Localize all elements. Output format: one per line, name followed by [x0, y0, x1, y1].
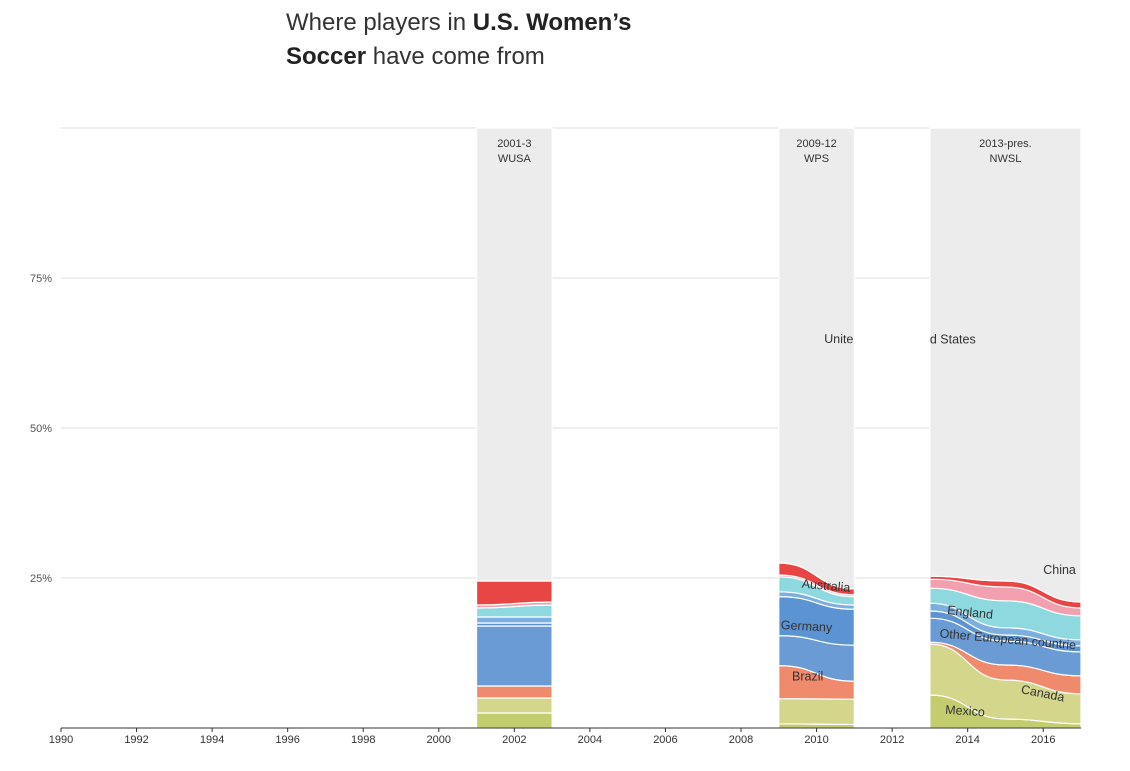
era-band: [778, 127, 855, 729]
era-years-label: 2001-3: [497, 138, 531, 150]
y-tick-label: 75%: [30, 273, 52, 285]
x-tick-label: 1998: [351, 734, 375, 746]
x-tick-label: 1996: [275, 734, 299, 746]
x-tick-label: 1992: [124, 734, 148, 746]
era-league-label: NWSL: [990, 153, 1022, 165]
title-bold2: Soccer: [286, 43, 367, 70]
era-years-label: 2009-12: [796, 138, 836, 150]
era-years-label: 2013-pres.: [979, 138, 1032, 150]
x-tick-label: 2012: [880, 734, 904, 746]
x-tick-label: 2014: [955, 734, 979, 746]
x-tick-label: 2010: [804, 734, 828, 746]
series-label: Brazil: [792, 670, 823, 684]
stream-canada: [778, 698, 855, 725]
x-tick-label: 2006: [653, 734, 677, 746]
title-bold1: U.S. Women’s: [472, 9, 632, 36]
stream-canada: [475, 697, 553, 714]
y-tick-label: 50%: [30, 423, 52, 435]
stream-united-states: [929, 127, 1082, 603]
series-label: China: [1043, 563, 1076, 577]
series-label: England: [947, 603, 994, 622]
x-tick-label: 2016: [1031, 734, 1055, 746]
era-band: [929, 127, 1082, 729]
series-label: d States: [930, 332, 976, 346]
stream-other-european-countries: [475, 625, 553, 687]
x-tick-label: 2004: [578, 734, 602, 746]
era-band: [475, 127, 553, 729]
x-tick-label: 2000: [427, 734, 451, 746]
era-league-label: WUSA: [498, 153, 532, 165]
x-tick-label: 2002: [502, 734, 526, 746]
stream-england: [475, 616, 553, 624]
x-tick-label: 2008: [729, 734, 753, 746]
stream-brazil: [475, 685, 553, 699]
series-label: Mexico: [945, 703, 986, 720]
title-part1: Where players in: [286, 9, 473, 36]
x-tick-label: 1994: [200, 734, 224, 746]
series-label: Australia: [801, 577, 851, 595]
stream-mexico: [475, 712, 553, 729]
stream-other: [475, 580, 553, 606]
series-label: Unite: [824, 332, 853, 347]
stream-united-states: [475, 127, 553, 582]
series-label: Germany: [781, 618, 834, 635]
era-league-label: WPS: [804, 153, 829, 165]
y-tick-label: 25%: [30, 573, 52, 585]
stream-united-states: [778, 127, 855, 590]
title-part2: have come from: [366, 43, 545, 70]
chart-title: Where players in U.S. Women’s Soccer have…: [286, 6, 706, 74]
x-tick-label: 1990: [49, 734, 73, 746]
